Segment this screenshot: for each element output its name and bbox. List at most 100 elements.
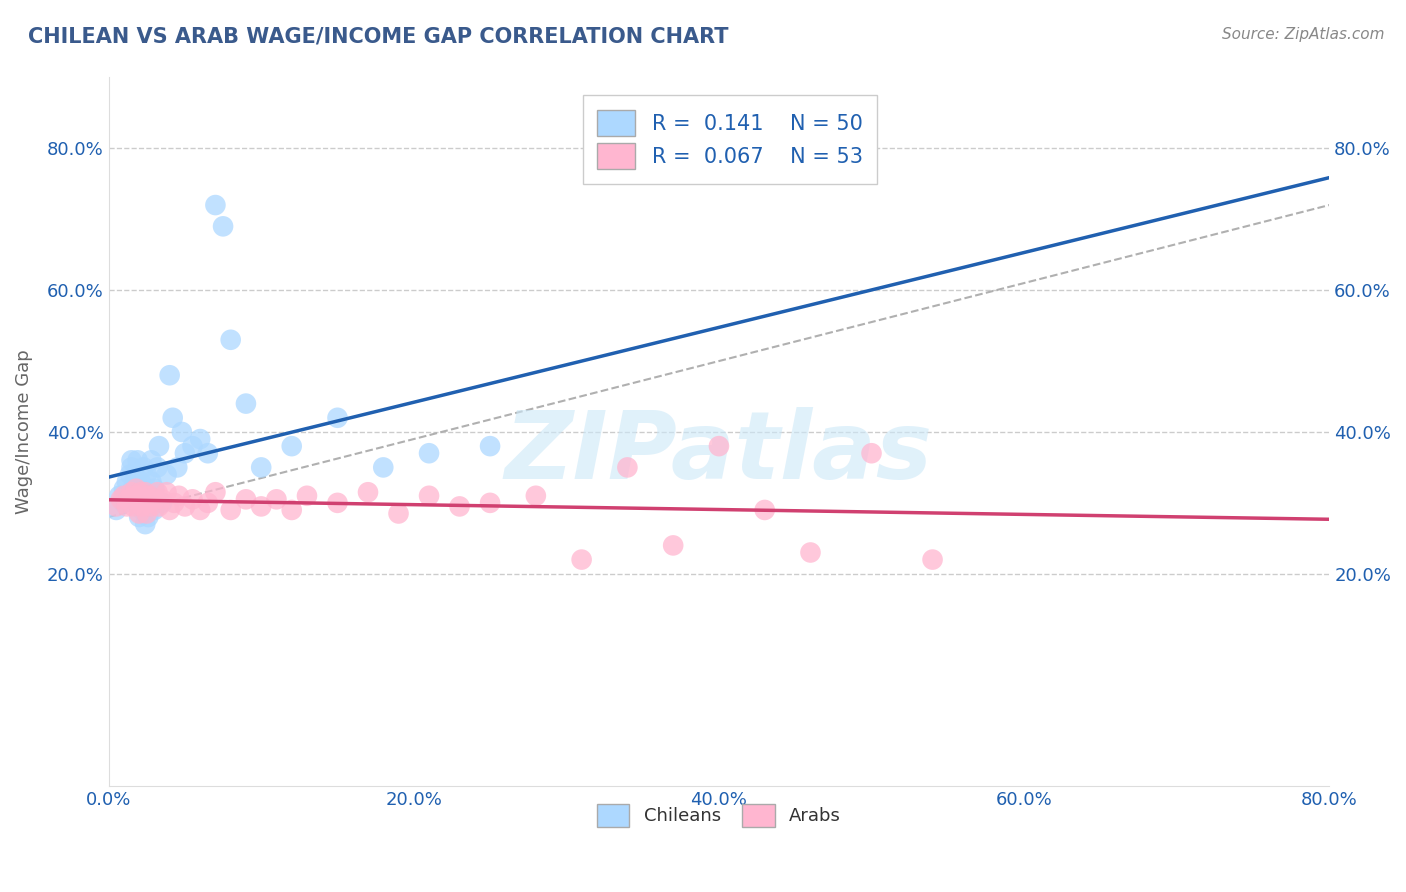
Point [105, 503, 128, 517]
Point [121, 453, 143, 467]
Point [295, 489, 318, 503]
Point [118, 467, 141, 482]
Point [197, 446, 219, 460]
Point [418, 446, 440, 460]
Point [174, 500, 197, 514]
Text: CHILEAN VS ARAB WAGE/INCOME GAP CORRELATION CHART: CHILEAN VS ARAB WAGE/INCOME GAP CORRELAT… [28, 27, 728, 46]
Point [135, 496, 157, 510]
Point [112, 482, 135, 496]
Point [212, 219, 235, 234]
Point [141, 500, 163, 514]
Point [131, 503, 153, 517]
Point [121, 460, 143, 475]
Point [129, 485, 152, 500]
Point [143, 503, 166, 517]
Point [110, 492, 132, 507]
Point [167, 489, 190, 503]
Point [135, 507, 157, 521]
Point [132, 492, 155, 507]
Point [860, 446, 883, 460]
Point [170, 425, 193, 439]
Point [127, 453, 149, 467]
Point [105, 500, 128, 514]
Point [479, 496, 502, 510]
Point [150, 492, 173, 507]
Point [128, 492, 150, 507]
Point [219, 503, 242, 517]
Point [134, 485, 156, 500]
Point [148, 439, 170, 453]
Point [132, 460, 155, 475]
Point [117, 492, 139, 507]
Point [139, 489, 162, 503]
Point [188, 432, 211, 446]
Point [571, 552, 593, 566]
Point [155, 467, 177, 482]
Point [112, 489, 135, 503]
Point [162, 410, 184, 425]
Point [125, 475, 148, 489]
Point [124, 489, 146, 503]
Point [141, 475, 163, 489]
Point [135, 467, 157, 482]
Point [148, 500, 170, 514]
Point [373, 460, 395, 475]
Point [159, 503, 181, 517]
Point [136, 496, 159, 510]
Point [115, 500, 138, 514]
Legend: Chileans, Arabs: Chileans, Arabs [589, 797, 848, 834]
Point [188, 503, 211, 517]
Point [219, 333, 242, 347]
Point [235, 396, 257, 410]
Point [155, 485, 177, 500]
Point [122, 500, 145, 514]
Point [662, 538, 685, 552]
Point [143, 492, 166, 507]
Point [108, 489, 131, 503]
Point [128, 507, 150, 521]
Point [146, 460, 169, 475]
Point [326, 410, 349, 425]
Point [150, 496, 173, 510]
Point [250, 500, 273, 514]
Point [163, 496, 186, 510]
Point [449, 500, 471, 514]
Point [166, 460, 188, 475]
Point [197, 496, 219, 510]
Point [524, 489, 547, 503]
Point [280, 503, 302, 517]
Point [181, 492, 204, 507]
Point [124, 467, 146, 482]
Point [387, 507, 409, 521]
Point [357, 485, 380, 500]
Point [616, 460, 638, 475]
Point [754, 503, 776, 517]
Point [204, 485, 226, 500]
Point [707, 439, 730, 453]
Point [418, 489, 440, 503]
Point [141, 453, 163, 467]
Point [204, 198, 226, 212]
Point [131, 482, 153, 496]
Text: ZIPatlas: ZIPatlas [505, 408, 934, 500]
Point [250, 460, 273, 475]
Point [326, 496, 349, 510]
Point [125, 496, 148, 510]
Point [121, 485, 143, 500]
Point [115, 475, 138, 489]
Point [134, 517, 156, 532]
Point [128, 510, 150, 524]
Point [235, 492, 257, 507]
Point [174, 446, 197, 460]
Text: Source: ZipAtlas.com: Source: ZipAtlas.com [1222, 27, 1385, 42]
Point [128, 489, 150, 503]
Point [143, 482, 166, 496]
Point [799, 545, 821, 559]
Point [125, 482, 148, 496]
Point [479, 439, 502, 453]
Point [159, 368, 181, 383]
Point [181, 439, 204, 453]
Point [122, 482, 145, 496]
Point [129, 475, 152, 489]
Point [280, 439, 302, 453]
